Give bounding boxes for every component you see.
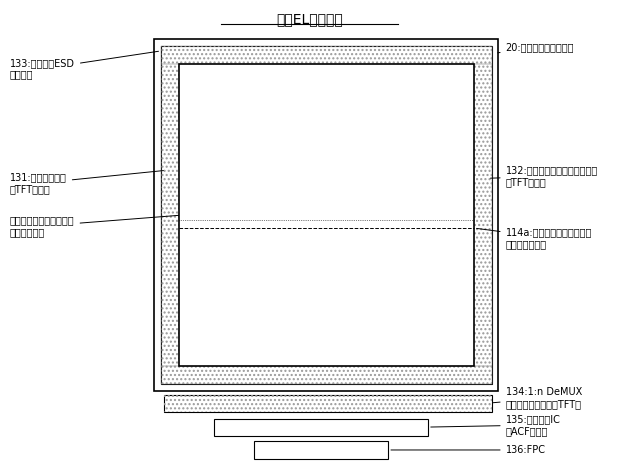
Bar xyxy=(474,64,491,366)
Text: 131:走査ドライバ
（TFT回路）: 131:走査ドライバ （TFT回路） xyxy=(10,171,164,194)
Bar xyxy=(161,46,491,384)
Bar xyxy=(214,419,428,436)
Bar xyxy=(164,395,491,412)
Text: アクティブマトリクス部
（表示領域）: アクティブマトリクス部 （表示領域） xyxy=(10,215,179,237)
Bar xyxy=(164,395,491,412)
Bar xyxy=(254,441,388,459)
Bar xyxy=(179,64,474,366)
Bar xyxy=(161,46,491,64)
Text: 136:FPC: 136:FPC xyxy=(391,445,545,455)
Text: 20:フレキシブル表示部: 20:フレキシブル表示部 xyxy=(498,42,574,53)
Text: 134:1:n DeMUX
（アナログスイッチTFT）: 134:1:n DeMUX （アナログスイッチTFT） xyxy=(491,387,582,409)
Bar xyxy=(161,366,491,384)
Bar xyxy=(154,39,498,391)
Text: 有機EL表示装置: 有機EL表示装置 xyxy=(276,12,343,26)
Text: 133:データ線ESD
保護回路: 133:データ線ESD 保護回路 xyxy=(10,51,159,80)
Text: 135:ドライバIC
（ACF実装）: 135:ドライバIC （ACF実装） xyxy=(431,414,560,436)
Text: 132:エミッション制御ドライバ
（TFT回路）: 132:エミッション制御ドライバ （TFT回路） xyxy=(491,166,598,187)
Bar xyxy=(161,64,179,366)
Text: 114a:カソード電極形成領域
（マスク蒸着）: 114a:カソード電極形成領域 （マスク蒸着） xyxy=(476,227,592,249)
